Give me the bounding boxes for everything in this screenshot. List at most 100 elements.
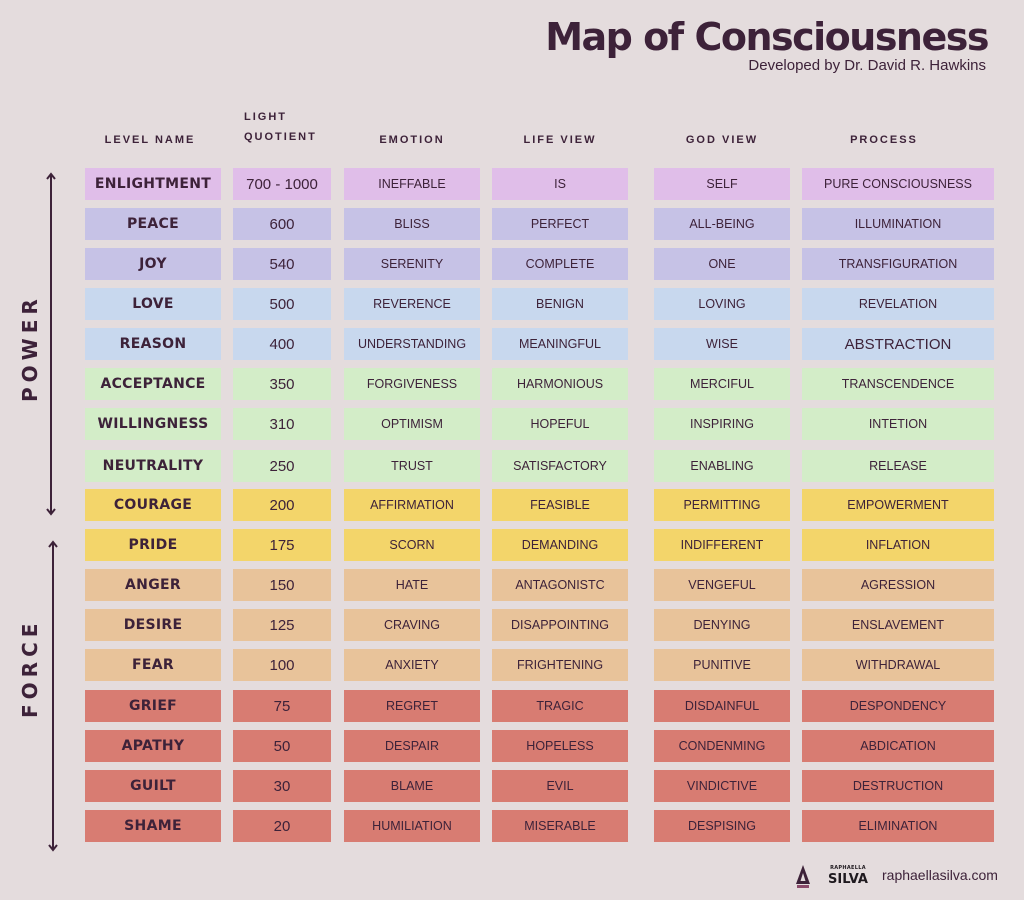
level-name-cell: NEUTRALITY — [85, 450, 221, 482]
light-quotient-cell: 30 — [233, 770, 331, 802]
level-name-cell: DESIRE — [85, 609, 221, 641]
life-view-cell: HOPELESS — [492, 730, 628, 762]
process-cell: ABDICATION — [802, 730, 994, 762]
page-title: Map of Consciousness — [545, 15, 989, 59]
life-view-cell: IS — [492, 168, 628, 200]
power-label: POWER — [18, 294, 42, 402]
emotion-cell: HUMILIATION — [344, 810, 480, 842]
emotion-cell: FORGIVENESS — [344, 368, 480, 400]
header-light-quotient: LIGHT QUOTIENT — [244, 108, 317, 146]
life-view-cell: ANTAGONISTC — [492, 569, 628, 601]
life-view-cell: EVIL — [492, 770, 628, 802]
life-view-cell: HOPEFUL — [492, 408, 628, 440]
god-view-cell: VENGEFUL — [654, 569, 790, 601]
process-cell: ILLUMINATION — [802, 208, 994, 240]
brand-logo: RAPHAELLA SILVA — [828, 865, 868, 887]
level-name-cell: GUILT — [85, 770, 221, 802]
light-quotient-cell: 200 — [233, 489, 331, 521]
god-view-cell: DISDAINFUL — [654, 690, 790, 722]
life-view-cell: FEASIBLE — [492, 489, 628, 521]
light-quotient-cell: 310 — [233, 408, 331, 440]
process-cell: ENSLAVEMENT — [802, 609, 994, 641]
level-name-cell: PEACE — [85, 208, 221, 240]
process-cell: PURE CONSCIOUSNESS — [802, 168, 994, 200]
level-name-cell: SHAME — [85, 810, 221, 842]
life-view-cell: DISAPPOINTING — [492, 609, 628, 641]
page-subtitle: Developed by Dr. David R. Hawkins — [748, 57, 986, 74]
god-view-cell: INSPIRING — [654, 408, 790, 440]
emotion-cell: SERENITY — [344, 248, 480, 280]
emotion-cell: REGRET — [344, 690, 480, 722]
light-quotient-cell: 700 - 1000 — [233, 168, 331, 200]
god-view-cell: MERCIFUL — [654, 368, 790, 400]
process-cell: TRANSCENDENCE — [802, 368, 994, 400]
emotion-cell: SCORN — [344, 529, 480, 561]
light-quotient-cell: 75 — [233, 690, 331, 722]
life-view-cell: TRAGIC — [492, 690, 628, 722]
brand-small-text: RAPHAELLA — [830, 865, 866, 871]
header-level-name: LEVEL NAME — [104, 134, 196, 146]
light-quotient-cell: 50 — [233, 730, 331, 762]
force-double-arrow-icon — [48, 540, 58, 852]
power-double-arrow-icon — [46, 172, 56, 516]
header-process: PROCESS — [850, 134, 918, 146]
god-view-cell: PUNITIVE — [654, 649, 790, 681]
level-name-cell: JOY — [85, 248, 221, 280]
process-cell: ELIMINATION — [802, 810, 994, 842]
god-view-cell: ENABLING — [654, 450, 790, 482]
light-quotient-cell: 500 — [233, 288, 331, 320]
process-cell: INTETION — [802, 408, 994, 440]
level-name-cell: GRIEF — [85, 690, 221, 722]
emotion-cell: DESPAIR — [344, 730, 480, 762]
light-quotient-cell: 600 — [233, 208, 331, 240]
process-cell: TRANSFIGURATION — [802, 248, 994, 280]
emotion-cell: BLISS — [344, 208, 480, 240]
a-triangle-logo-icon — [796, 865, 810, 888]
life-view-cell: PERFECT — [492, 208, 628, 240]
emotion-cell: TRUST — [344, 450, 480, 482]
header-light-quotient-line2: QUOTIENT — [244, 131, 317, 143]
level-name-cell: ENLIGHTMENT — [85, 168, 221, 200]
god-view-cell: PERMITTING — [654, 489, 790, 521]
process-cell: ABSTRACTION — [802, 328, 994, 360]
god-view-cell: VINDICTIVE — [654, 770, 790, 802]
light-quotient-cell: 400 — [233, 328, 331, 360]
god-view-cell: ONE — [654, 248, 790, 280]
process-cell: INFLATION — [802, 529, 994, 561]
life-view-cell: SATISFACTORY — [492, 450, 628, 482]
process-cell: DESPONDENCY — [802, 690, 994, 722]
life-view-cell: FRIGHTENING — [492, 649, 628, 681]
god-view-cell: ALL-BEING — [654, 208, 790, 240]
god-view-cell: INDIFFERENT — [654, 529, 790, 561]
emotion-cell: REVERENCE — [344, 288, 480, 320]
brand-big-text: SILVA — [828, 872, 868, 887]
process-cell: AGRESSION — [802, 569, 994, 601]
light-quotient-cell: 100 — [233, 649, 331, 681]
website-link[interactable]: raphaellasilva.com — [882, 867, 998, 883]
life-view-cell: DEMANDING — [492, 529, 628, 561]
level-name-cell: ANGER — [85, 569, 221, 601]
emotion-cell: BLAME — [344, 770, 480, 802]
light-quotient-cell: 20 — [233, 810, 331, 842]
light-quotient-cell: 250 — [233, 450, 331, 482]
process-cell: EMPOWERMENT — [802, 489, 994, 521]
light-quotient-cell: 540 — [233, 248, 331, 280]
level-name-cell: REASON — [85, 328, 221, 360]
level-name-cell: FEAR — [85, 649, 221, 681]
level-name-cell: WILLINGNESS — [85, 408, 221, 440]
level-name-cell: COURAGE — [85, 489, 221, 521]
process-cell: WITHDRAWAL — [802, 649, 994, 681]
header-emotion: EMOTION — [379, 134, 445, 146]
emotion-cell: UNDERSTANDING — [344, 328, 480, 360]
process-cell: RELEASE — [802, 450, 994, 482]
header-life-view: LIFE VIEW — [523, 134, 597, 146]
god-view-cell: LOVING — [654, 288, 790, 320]
god-view-cell: WISE — [654, 328, 790, 360]
light-quotient-cell: 150 — [233, 569, 331, 601]
life-view-cell: HARMONIOUS — [492, 368, 628, 400]
god-view-cell: DENYING — [654, 609, 790, 641]
emotion-cell: ANXIETY — [344, 649, 480, 681]
emotion-cell: OPTIMISM — [344, 408, 480, 440]
level-name-cell: LOVE — [85, 288, 221, 320]
level-name-cell: ACCEPTANCE — [85, 368, 221, 400]
